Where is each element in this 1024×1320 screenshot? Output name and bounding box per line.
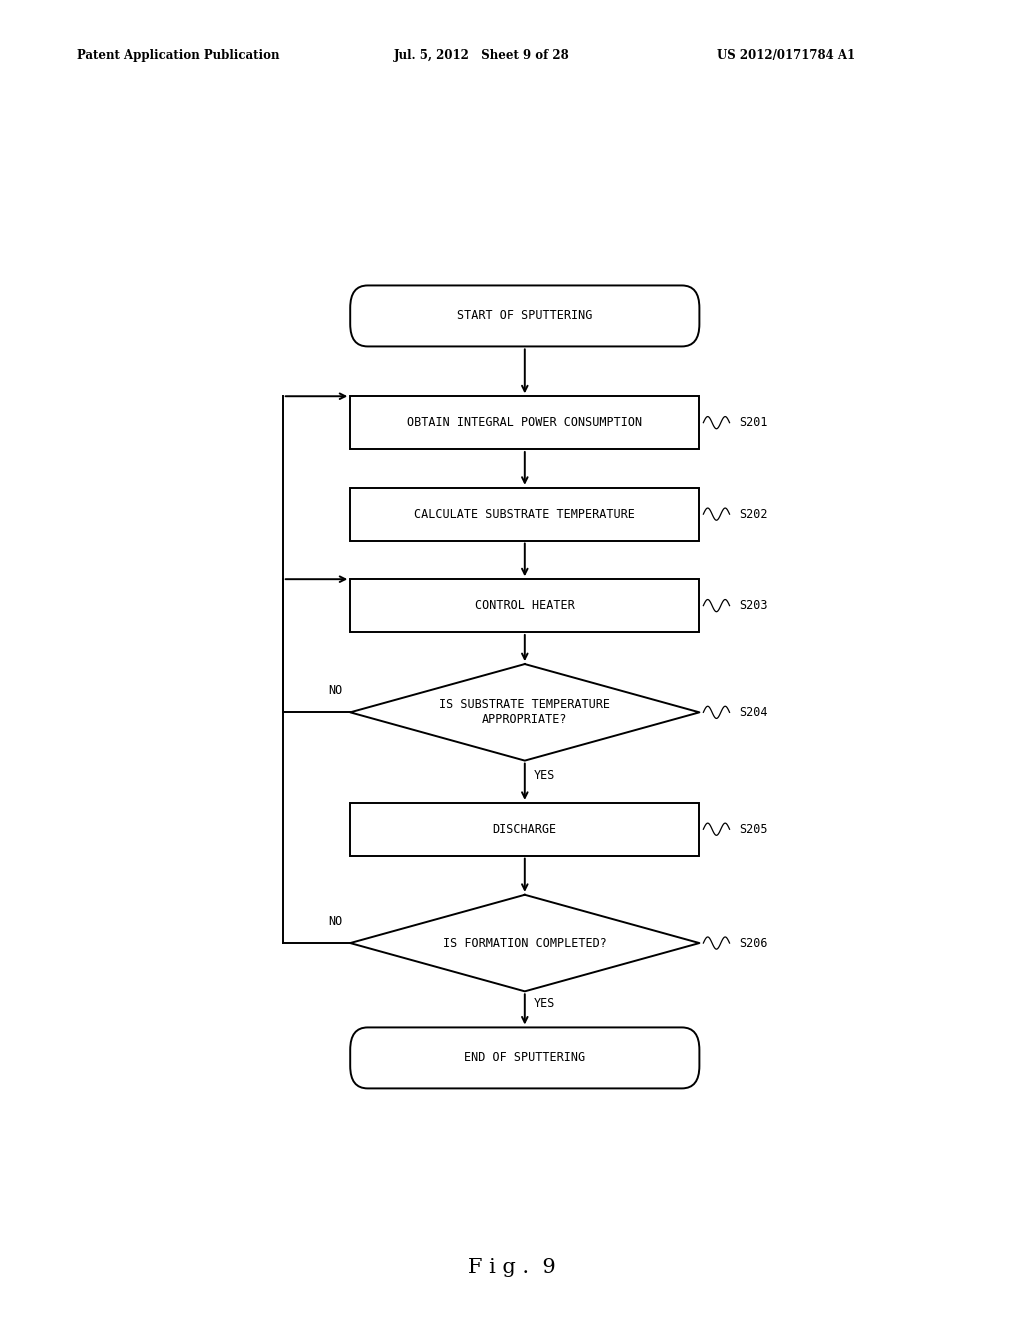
- Text: DISCHARGE: DISCHARGE: [493, 822, 557, 836]
- Text: S205: S205: [739, 822, 768, 836]
- Text: END OF SPUTTERING: END OF SPUTTERING: [464, 1052, 586, 1064]
- Text: YES: YES: [534, 768, 555, 781]
- Text: YES: YES: [534, 998, 555, 1010]
- Bar: [350, 396, 699, 449]
- Text: F i g .  9: F i g . 9: [468, 1258, 556, 1276]
- Text: IS FORMATION COMPLETED?: IS FORMATION COMPLETED?: [442, 937, 607, 949]
- FancyBboxPatch shape: [350, 285, 699, 346]
- Text: CALCULATE SUBSTRATE TEMPERATURE: CALCULATE SUBSTRATE TEMPERATURE: [415, 508, 635, 520]
- Text: Patent Application Publication: Patent Application Publication: [77, 49, 280, 62]
- Text: S203: S203: [739, 599, 768, 612]
- Text: NO: NO: [328, 915, 342, 928]
- Text: CONTROL HEATER: CONTROL HEATER: [475, 599, 574, 612]
- Text: S202: S202: [739, 508, 768, 520]
- Bar: [350, 487, 699, 541]
- Text: S204: S204: [739, 706, 768, 719]
- Text: IS SUBSTRATE TEMPERATURE
APPROPRIATE?: IS SUBSTRATE TEMPERATURE APPROPRIATE?: [439, 698, 610, 726]
- Text: START OF SPUTTERING: START OF SPUTTERING: [457, 309, 593, 322]
- Bar: [350, 803, 699, 855]
- Text: OBTAIN INTEGRAL POWER CONSUMPTION: OBTAIN INTEGRAL POWER CONSUMPTION: [408, 416, 642, 429]
- Bar: [350, 579, 699, 632]
- Text: NO: NO: [328, 684, 342, 697]
- Text: S201: S201: [739, 416, 768, 429]
- Text: US 2012/0171784 A1: US 2012/0171784 A1: [717, 49, 855, 62]
- FancyBboxPatch shape: [350, 1027, 699, 1089]
- Text: Jul. 5, 2012   Sheet 9 of 28: Jul. 5, 2012 Sheet 9 of 28: [394, 49, 570, 62]
- Text: S206: S206: [739, 937, 768, 949]
